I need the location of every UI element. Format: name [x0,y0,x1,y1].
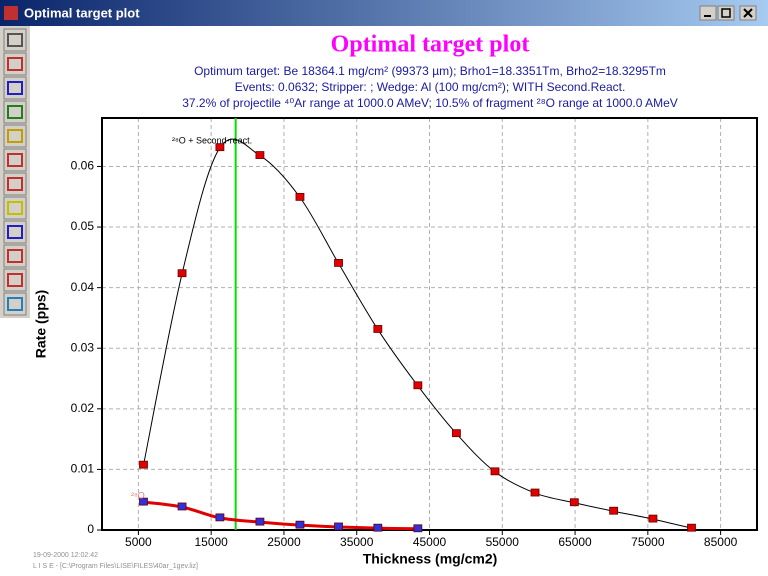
data-point [413,381,423,390]
toolbar-icon [7,81,23,95]
maximize-button[interactable] [717,5,735,21]
app-icon [4,6,18,20]
x-tick-label: 5000 [125,535,152,549]
data-point [648,514,658,523]
toolbar-icon [7,57,23,71]
y-tick-label: 0.03 [71,340,95,354]
data-point [373,325,383,333]
y-tick-label: 0.05 [71,219,95,233]
window-buttons [699,5,757,21]
data-point [255,151,265,159]
window-title: Optimal target plot [24,5,140,20]
toolbar-icon [7,201,23,215]
subtitle: 37.2% of projectile ⁴⁰Ar range at 1000.0… [182,96,678,110]
series-label: ²⁸O + Second-react. [172,135,252,145]
y-tick-label: 0.01 [71,462,95,476]
chart: Optimal target plot Optimum target: Be 1… [33,32,758,570]
chart-title: Optimal target plot [331,32,530,58]
file-path: L I S E - [C:\Program Files\LISE\FILES\4… [33,563,198,570]
data-point [334,259,343,267]
x-tick-label: 25000 [267,535,301,549]
data-point [255,517,265,526]
y-tick-label: 0 [87,522,94,536]
data-point [139,497,148,506]
toolbar-icon [7,273,23,287]
plot-frame [101,117,758,531]
y-tick-label: 0.06 [71,159,95,173]
data-point [609,506,619,515]
x-tick-label: 75000 [631,535,665,549]
toolbar-icon [7,33,23,47]
y-axis-label: Rate (pps) [33,290,49,358]
series-line [142,138,692,529]
x-axis-label: Thickness (mg/cm2) [363,551,498,567]
toolbar-icon [7,105,23,119]
data-point [452,429,461,438]
y-tick-label: 0.04 [71,280,95,294]
toolbar-icon [7,225,23,239]
data-point [569,498,579,507]
data-point [177,269,187,278]
data-point [530,488,540,497]
x-tick-label: 45000 [413,535,447,549]
x-tick-label: 35000 [340,535,374,549]
toolbar-icon [7,177,23,191]
toolbar-icon [7,297,23,311]
data-point [295,520,305,529]
data-point [177,502,187,511]
data-point [295,192,305,201]
toolbar-icon [7,129,23,143]
data-point [413,524,423,533]
data-point [215,143,225,152]
data-point [215,513,225,522]
data-point [334,522,343,531]
data-point [139,460,148,469]
title-bar [0,0,768,26]
x-tick-label: 65000 [558,535,592,549]
data-point [490,467,500,476]
y-tick-label: 0.02 [71,401,95,415]
data-point [687,523,696,532]
subtitle: Optimum target: Be 18364.1 mg/cm² (99373… [194,64,666,78]
toolbar-icon [7,249,23,263]
toolbar-icon [7,153,23,167]
x-tick-label: 15000 [194,535,228,549]
data-point [373,523,383,532]
timestamp: 19-09-2000 12:02:42 [33,552,98,559]
x-tick-label: 55000 [486,535,520,549]
toolbar-buttons [3,28,27,316]
x-tick-label: 85000 [704,535,738,549]
subtitle: Events: 0.0632; Stripper: ; Wedge: Al (1… [235,80,626,94]
series-label: ²⁸O [131,490,145,500]
minimize-button[interactable] [699,5,717,21]
